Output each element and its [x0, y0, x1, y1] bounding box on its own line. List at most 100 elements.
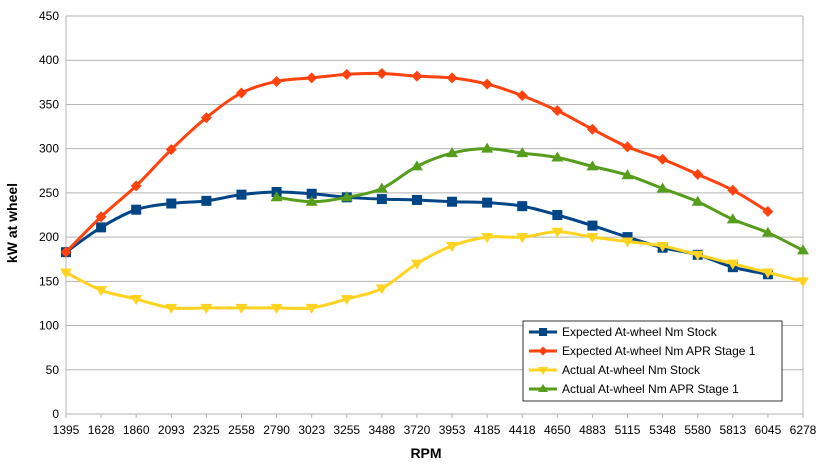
data-point	[481, 78, 493, 90]
data-point	[621, 169, 634, 180]
x-tick-label: 1395	[53, 423, 80, 437]
legend-label: Actual At-wheel Nm APR Stage 1	[562, 382, 739, 396]
legend-swatch-marker	[538, 384, 548, 392]
data-point	[130, 180, 142, 192]
data-point	[446, 241, 459, 252]
x-tick-label: 2325	[193, 423, 220, 437]
data-point	[447, 196, 458, 207]
data-point	[200, 303, 213, 314]
x-tick-label: 4650	[544, 423, 571, 437]
data-point	[95, 286, 108, 297]
data-point	[235, 303, 248, 314]
data-point	[621, 237, 634, 248]
x-tick-label: 4418	[509, 423, 536, 437]
data-point	[692, 168, 704, 180]
data-point	[341, 68, 353, 80]
data-point	[586, 233, 599, 244]
data-point	[306, 72, 318, 84]
x-tick-label: 2790	[263, 423, 290, 437]
data-point	[691, 195, 704, 206]
legend-item: Actual At-wheel Nm APR Stage 1	[529, 382, 739, 396]
data-point	[375, 182, 388, 193]
x-tick-label: 5580	[684, 423, 711, 437]
x-tick-label: 1860	[123, 423, 150, 437]
data-point	[657, 153, 669, 165]
data-point	[446, 147, 459, 158]
y-tick-label: 300	[39, 142, 59, 156]
y-axis-title: kW at wheel	[4, 183, 20, 263]
data-point	[411, 194, 422, 205]
data-point	[376, 194, 387, 205]
y-tick-labels: 0 50 100 150 200 250 300 350 400 450	[39, 9, 59, 421]
data-point	[517, 201, 528, 212]
x-tick-label: 5115	[615, 423, 641, 437]
data-point	[691, 250, 704, 261]
data-point	[516, 90, 528, 102]
data-point	[482, 197, 493, 208]
y-tick-label: 400	[39, 53, 59, 67]
legend-swatch-marker	[539, 328, 547, 336]
data-point	[727, 184, 739, 196]
data-point	[270, 303, 283, 314]
data-point	[305, 303, 318, 314]
y-tick-label: 450	[39, 9, 59, 23]
gridlines	[65, 15, 804, 415]
x-tick-label: 4883	[579, 423, 606, 437]
data-point	[797, 244, 809, 255]
data-point	[726, 259, 739, 270]
data-point	[551, 151, 564, 162]
series-2	[60, 67, 774, 258]
data-point	[516, 233, 529, 244]
data-point	[306, 188, 317, 199]
series-line	[276, 147, 804, 252]
data-point	[130, 295, 143, 306]
legend-label: Expected At-wheel Nm APR Stage 1	[562, 344, 756, 358]
data-point	[481, 142, 494, 153]
legend-item: Expected At-wheel Nm Stock	[529, 325, 718, 339]
data-point	[622, 232, 633, 243]
legend-swatch-marker	[538, 346, 548, 356]
y-tick-label: 150	[39, 274, 59, 288]
data-point	[551, 227, 564, 238]
data-point	[586, 123, 598, 135]
legend-swatch-marker	[538, 367, 548, 375]
data-point	[60, 268, 72, 279]
data-point	[586, 160, 599, 171]
x-tick-label: 2093	[158, 423, 185, 437]
data-point	[200, 112, 212, 124]
data-point	[166, 198, 177, 209]
data-point	[340, 295, 353, 306]
data-point	[656, 182, 669, 193]
series-layer	[60, 67, 809, 314]
data-point	[235, 87, 247, 99]
x-tick-label: 2558	[228, 423, 255, 437]
x-tick-label: 4185	[474, 423, 501, 437]
data-point	[552, 210, 563, 220]
data-point	[271, 75, 283, 87]
data-point	[411, 70, 423, 82]
x-tick-label: 6045	[755, 423, 782, 437]
data-point	[656, 241, 669, 252]
y-tick-label: 100	[39, 319, 59, 333]
data-point	[762, 205, 774, 217]
data-point	[305, 195, 318, 206]
data-point	[551, 105, 563, 117]
data-point	[201, 195, 212, 206]
legend-box	[522, 320, 783, 402]
data-point	[96, 222, 107, 233]
x-tick-label: 3023	[298, 423, 325, 437]
data-point	[60, 246, 72, 258]
x-tick-label: 5813	[719, 423, 746, 437]
x-tick-label: 3720	[404, 423, 431, 437]
data-point	[481, 233, 494, 244]
data-point	[446, 72, 458, 84]
y-tick-label: 250	[39, 186, 59, 200]
data-point	[376, 67, 388, 79]
legend: Expected At-wheel Nm Stock Expected At-wh…	[522, 320, 783, 402]
y-tick-label: 200	[39, 230, 59, 244]
data-point	[516, 147, 529, 158]
x-tick-label: 1628	[88, 423, 115, 437]
series-3	[60, 227, 809, 314]
y-tick-label: 0	[52, 407, 59, 421]
